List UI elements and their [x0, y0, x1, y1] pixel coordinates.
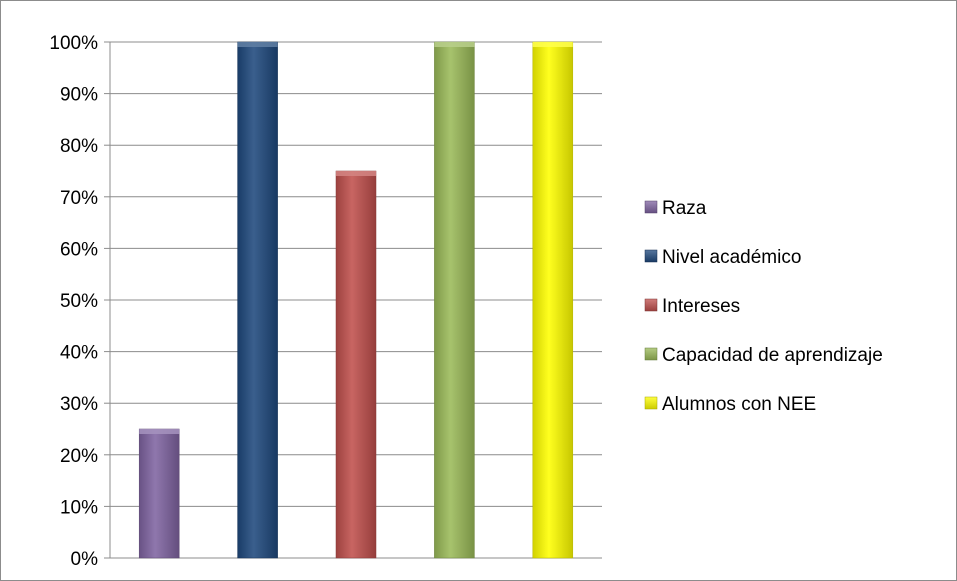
bar: [237, 41, 278, 559]
bar: [434, 41, 475, 559]
y-tick-label: 0%: [71, 549, 99, 570]
y-tick-label: 20%: [60, 446, 98, 467]
bar-top-bevel: [237, 42, 278, 47]
legend: Raza Nivel académico Intereses Capacidad de…: [644, 198, 883, 415]
bar: [138, 428, 180, 559]
legend-swatch: [644, 200, 658, 214]
y-axis-tick-labels: 0% 10% 20% 30% 40% 50% 60% 70% 80% 90% 100%: [49, 33, 98, 570]
y-tick-label: 40%: [60, 343, 98, 364]
y-tick-label: 100%: [49, 33, 98, 54]
legend-label: Intereses: [662, 296, 740, 317]
bar: [532, 41, 574, 559]
legend-label: Raza: [662, 198, 707, 219]
bar-top-bevel: [336, 171, 376, 176]
legend-swatch: [644, 298, 658, 312]
y-tick-label: 10%: [60, 497, 98, 518]
bar-top-bevel: [532, 42, 573, 47]
bar-top-bevel: [139, 429, 180, 434]
legend-label: Capacidad de aprendizaje: [662, 345, 883, 366]
legend-swatch: [644, 249, 658, 263]
legend-swatch: [644, 347, 658, 361]
legend-label: Alumnos con NEE: [662, 394, 816, 415]
legend-label: Nivel académico: [662, 247, 801, 268]
y-tick-label: 30%: [60, 394, 98, 415]
y-tick-label: 90%: [60, 85, 98, 106]
bar-top-bevel: [434, 42, 475, 47]
y-tick-label: 50%: [60, 291, 98, 312]
bars: [138, 41, 574, 559]
y-tick-label: 70%: [60, 188, 98, 209]
bar: [335, 170, 377, 559]
legend-swatch: [644, 396, 658, 410]
y-tick-label: 60%: [60, 239, 98, 260]
y-tick-label: 80%: [60, 136, 98, 157]
